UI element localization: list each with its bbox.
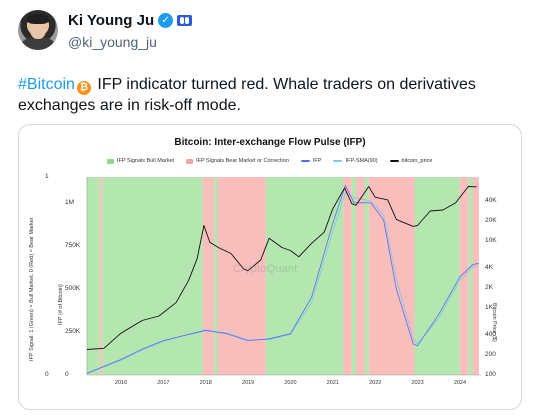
x-tick-2024: 2024	[453, 380, 467, 386]
affiliate-badge-icon[interactable]	[177, 15, 193, 26]
regime-band-9	[356, 177, 365, 375]
hashtag-link[interactable]: #Bitcoin	[18, 76, 75, 93]
watermark: CryptoQuant	[233, 263, 298, 275]
legend-item-3[interactable]: IFP-SMA(90)	[333, 158, 378, 164]
legend-label: IFP Signals Bull Market	[117, 158, 175, 164]
regime-band-3	[202, 177, 215, 375]
regime-band-15	[472, 177, 479, 375]
x-tick-2017: 2017	[157, 380, 170, 386]
legend-item-2[interactable]: IFP	[300, 158, 322, 164]
x-tick-2020: 2020	[284, 380, 297, 386]
x-tick-2018: 2018	[199, 380, 212, 386]
verified-badge-icon: ✓	[158, 13, 174, 28]
tweet-text-part2: exchanges are in risk-off mode.	[18, 97, 241, 114]
chart-legend: IFP Signals Bull Market IFP Signals Bear …	[107, 158, 432, 164]
regime-band-1	[99, 177, 103, 375]
tweet-image-chart[interactable]: Bitcoin: Inter-exchange Flow Pulse (IFP)…	[18, 124, 522, 410]
y-axis-label-signal: IFP Signal: 1 (Green) = Bull Market, 0 (…	[29, 217, 35, 361]
x-tick-2019: 2019	[241, 380, 255, 386]
regime-band-0	[87, 177, 100, 375]
price-tick-6: 400	[485, 330, 496, 338]
legend-label: IFP-SMA(90)	[345, 158, 378, 164]
regime-band-14	[468, 177, 473, 375]
price-tick-3: 4K	[485, 263, 493, 271]
legend-label: IFP	[312, 158, 322, 164]
series-line-bitcoin-price	[86, 186, 477, 350]
legend-item-4[interactable]: bitcoin_price	[389, 158, 433, 164]
legend-swatch-icon	[389, 160, 399, 162]
ifp-tick-2: 500K	[65, 284, 81, 292]
tweet-text-part1: IFP indicator turned red. Whale traders …	[92, 76, 476, 93]
regime-band-12	[414, 177, 460, 375]
author-name-row: Ki Young Ju ✓	[68, 12, 193, 29]
regime-band-5	[217, 177, 266, 375]
x-tick-2023: 2023	[411, 380, 424, 386]
y-axis-label-ifp: IFP (# of Bitcoin)	[58, 284, 64, 325]
legend-swatch-icon	[186, 158, 194, 164]
x-tick-2016: 2016	[114, 380, 128, 386]
price-tick-7: 200	[485, 350, 496, 358]
author-name[interactable]: Ki Young Ju	[68, 12, 155, 29]
ifp-tick-0: 1M	[65, 198, 75, 206]
regime-band-7	[343, 177, 352, 375]
legend-label: bitcoin_price	[401, 158, 433, 164]
ifp-tick-3: 250K	[65, 327, 81, 335]
legend-swatch-icon	[333, 160, 343, 162]
chart-plot-area	[86, 177, 481, 376]
price-tick-8: 100	[485, 371, 496, 378]
price-tick-0: 40K	[485, 196, 497, 204]
legend-item-0[interactable]: IFP Signals Bull Market	[107, 158, 174, 164]
ifp-tick-4: 0	[65, 371, 69, 378]
regime-band-8	[351, 177, 357, 375]
price-tick-4: 2K	[485, 283, 493, 291]
x-tick-2022: 2022	[369, 380, 382, 386]
chart-title: Bitcoin: Inter-exchange Flow Pulse (IFP)	[174, 137, 366, 148]
legend-swatch-icon	[300, 160, 310, 162]
author-handle[interactable]: @ki_young_ju	[68, 34, 157, 50]
regime-band-6	[265, 177, 344, 375]
regime-band-4	[214, 177, 218, 375]
signal-tick-0: 0	[45, 371, 49, 378]
signal-tick-1: 1	[45, 173, 49, 180]
legend-label: IFP Signals Bear Market or Correction	[196, 158, 289, 164]
ifp-tick-1: 750K	[65, 241, 81, 249]
x-tick-2021: 2021	[326, 380, 339, 386]
legend-item-1[interactable]: IFP Signals Bear Market or Correction	[186, 158, 289, 164]
tweet-text: #Bitcoin ₿ IFP indicator turned red. Whal…	[18, 74, 526, 116]
price-tick-2: 10K	[485, 236, 497, 244]
price-tick-5: 1K	[485, 303, 493, 311]
avatar[interactable]	[18, 10, 58, 50]
price-tick-1: 20K	[485, 216, 497, 224]
series-line-ifp	[86, 185, 480, 374]
regime-band-10	[364, 177, 369, 375]
bitcoin-emoji-icon: ₿	[76, 81, 91, 95]
legend-swatch-icon	[107, 158, 114, 164]
regime-band-2	[102, 177, 203, 375]
tweet-header: Ki Young Ju ✓ @ki_young_ju	[18, 10, 518, 60]
